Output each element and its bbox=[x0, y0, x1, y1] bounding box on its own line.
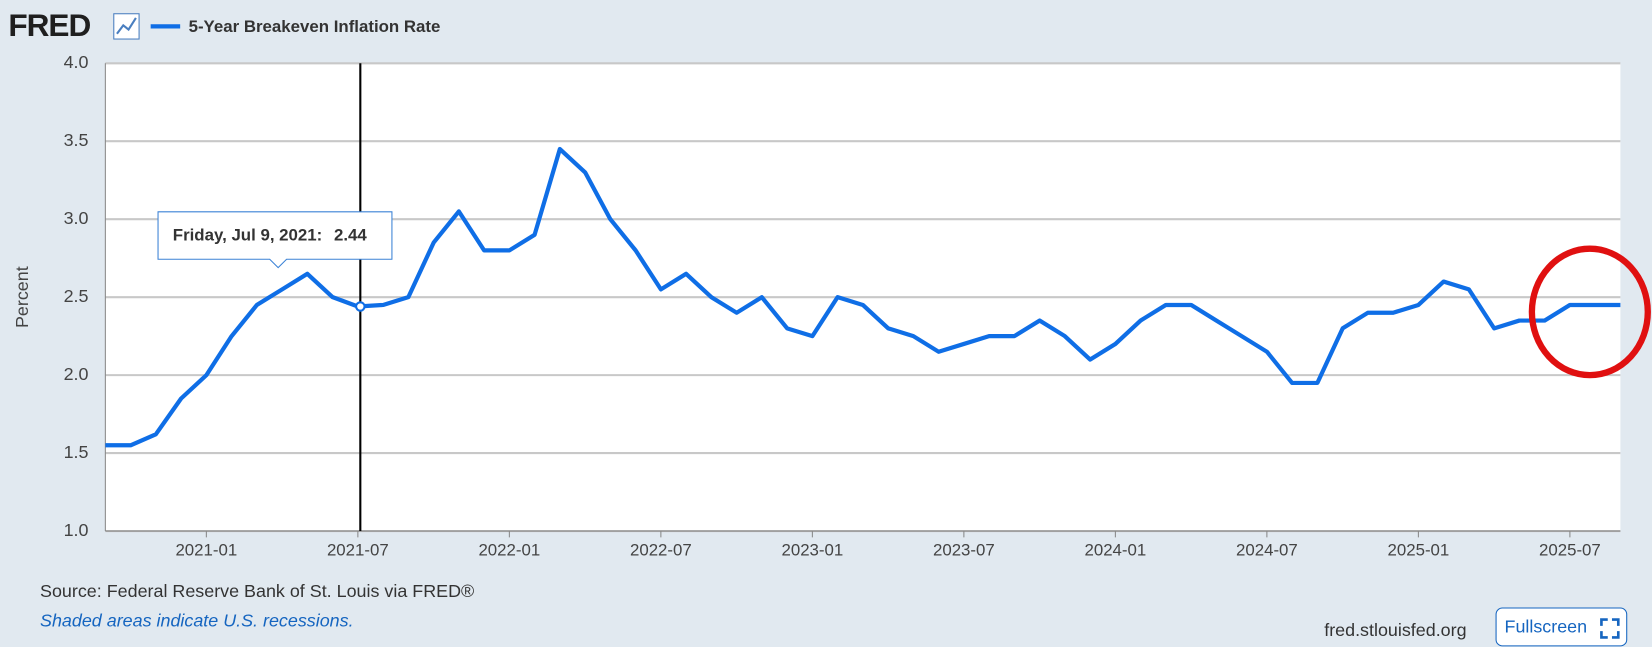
tooltip-box bbox=[157, 211, 393, 269]
source: Source: Federal Reserve Bank of St. Loui… bbox=[40, 581, 474, 601]
y-tick-label: 1.5 bbox=[64, 442, 89, 462]
note: Shaded areas indicate U.S. recessions. bbox=[40, 610, 354, 630]
x-tick-label: 2022-01 bbox=[478, 541, 540, 560]
chart-icon bbox=[113, 13, 140, 40]
logo: FRED bbox=[8, 7, 90, 43]
x-tick-label: 2024-07 bbox=[1236, 541, 1298, 560]
x-tick-label: 2025-07 bbox=[1539, 541, 1601, 560]
highlight-circle bbox=[1528, 245, 1651, 379]
tooltip-value: 2.44 bbox=[334, 226, 367, 245]
x-tick-label: 2021-01 bbox=[175, 541, 237, 560]
y-tick-label: 2.0 bbox=[64, 364, 89, 384]
fullscreen-icon[interactable] bbox=[1600, 618, 1620, 639]
chart-icon-line bbox=[116, 17, 137, 35]
x-tick-label: 2021-07 bbox=[327, 541, 389, 560]
x-tick-label: 2024-01 bbox=[1084, 541, 1146, 560]
y-tick-label: 3.0 bbox=[64, 208, 89, 228]
x-tick-label: 2022-07 bbox=[630, 541, 692, 560]
fullscreen-label[interactable]: Fullscreen bbox=[1505, 617, 1588, 637]
y-tick-label: 4.0 bbox=[64, 52, 89, 72]
fullscreen-button[interactable] bbox=[1495, 607, 1628, 647]
tooltip-date: Friday, Jul 9, 2021: bbox=[173, 226, 322, 245]
y-tick-label: 2.5 bbox=[64, 286, 89, 306]
hover-marker bbox=[355, 301, 366, 312]
x-tick-label: 2025-01 bbox=[1387, 541, 1449, 560]
y-axis-label: Percent bbox=[12, 266, 32, 328]
x-tick-label: 2023-01 bbox=[781, 541, 843, 560]
x-tick-label: 2023-07 bbox=[933, 541, 995, 560]
legend-label: 5-Year Breakeven Inflation Rate bbox=[189, 17, 441, 36]
y-tick-label: 1.0 bbox=[64, 520, 89, 540]
y-tick-label: 3.5 bbox=[64, 130, 89, 150]
site: fred.stlouisfed.org bbox=[1324, 620, 1466, 640]
